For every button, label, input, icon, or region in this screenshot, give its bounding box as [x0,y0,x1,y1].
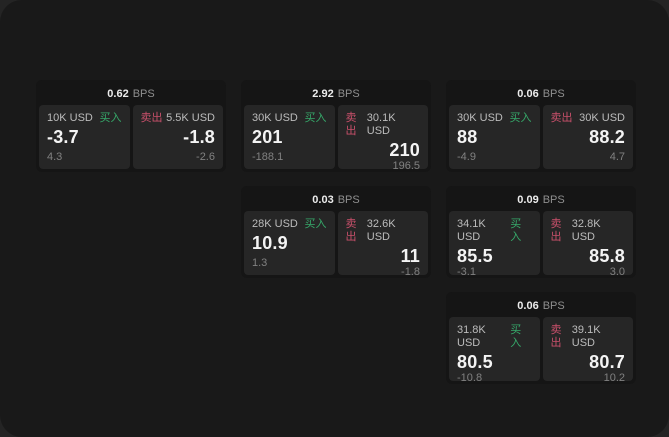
card-header: 2.92 BPS [244,83,428,105]
quote-card: 0.09 BPS 34.1K USD 买入 85.5 -3.1 卖出 32.8K… [446,186,636,278]
card-header: 0.06 BPS [449,83,633,105]
bps-unit-label: BPS [542,194,565,206]
bps-unit-label: BPS [542,88,565,100]
sell-panel[interactable]: 卖出 30.1K USD 210 196.5 [337,105,428,172]
buy-label: 买入 [509,112,532,124]
buy-panel[interactable]: 31.8K USD 买入 80.5 -10.8 [449,317,540,384]
sell-delta: 196.5 [392,160,420,172]
buy-label: 买入 [304,112,327,124]
buy-value: 10.9 [252,233,288,253]
sell-delta: -1.8 [401,266,420,278]
card-header: 0.62 BPS [39,83,223,105]
buy-value: -3.7 [47,127,79,147]
buy-size: 30K USD [252,112,298,124]
buy-delta: -188.1 [252,151,284,163]
sell-size: 5.5K USD [166,112,215,124]
buy-size: 28K USD [252,218,298,230]
sell-panel[interactable]: 卖出 30K USD 88.2 4.7 [542,105,633,169]
buy-delta: -10.8 [457,372,483,384]
sell-delta: 10.2 [603,372,625,384]
sell-panel[interactable]: 卖出 5.5K USD -1.8 -2.6 [132,105,223,169]
buy-label: 买入 [510,324,522,349]
sell-delta: 3.0 [609,266,625,278]
buy-delta: -4.9 [457,151,476,163]
bps-unit-label: BPS [542,300,565,312]
buy-size: 10K USD [47,112,93,124]
bps-value: 0.62 [107,88,129,100]
sell-panel[interactable]: 卖出 32.8K USD 85.8 3.0 [542,211,633,278]
bps-unit-label: BPS [132,88,155,100]
sell-size: 39.1K USD [571,324,601,349]
bps-unit-label: BPS [337,88,360,100]
sell-value: -1.8 [183,127,215,147]
sell-label: 卖出 [140,112,163,124]
sell-delta: -2.6 [196,151,215,163]
sell-label: 卖出 [345,112,357,137]
bps-value: 0.09 [517,194,539,206]
sell-value: 88.2 [589,127,625,147]
sell-size: 32.8K USD [571,218,601,243]
buy-panel[interactable]: 30K USD 买入 201 -188.1 [244,105,335,169]
buy-label: 买入 [510,218,522,243]
sell-panel[interactable]: 卖出 39.1K USD 80.7 10.2 [542,317,633,384]
buy-label: 买入 [304,218,327,230]
buy-panel[interactable]: 10K USD 买入 -3.7 4.3 [39,105,130,169]
sell-value: 210 [389,140,420,160]
bps-unit-label: BPS [337,194,360,206]
buy-value: 201 [252,127,283,147]
card-header: 0.06 BPS [449,295,633,317]
buy-value: 85.5 [457,246,493,266]
sell-label: 卖出 [345,218,357,243]
quote-card: 0.03 BPS 28K USD 买入 10.9 1.3 卖出 32.6K US… [241,186,431,278]
buy-value: 88 [457,127,478,147]
sell-value: 80.7 [589,352,625,372]
buy-size: 31.8K USD [457,324,486,349]
card-header: 0.09 BPS [449,189,633,211]
card-header: 0.03 BPS [244,189,428,211]
buy-size: 30K USD [457,112,503,124]
buy-panel[interactable]: 28K USD 买入 10.9 1.3 [244,211,335,275]
sell-label: 卖出 [550,324,562,349]
buy-size: 34.1K USD [457,218,486,243]
quote-card: 0.62 BPS 10K USD 买入 -3.7 4.3 卖出 5.5K USD… [36,80,226,172]
sell-panel[interactable]: 卖出 32.6K USD 11 -1.8 [337,211,428,278]
sell-size: 30K USD [579,112,625,124]
sell-size: 32.6K USD [366,218,396,243]
sell-label: 卖出 [550,112,573,124]
buy-panel[interactable]: 30K USD 买入 88 -4.9 [449,105,540,169]
bps-value: 0.06 [517,300,539,312]
buy-panel[interactable]: 34.1K USD 买入 85.5 -3.1 [449,211,540,278]
buy-delta: -3.1 [457,266,476,278]
sell-delta: 4.7 [609,151,625,163]
bps-value: 2.92 [312,88,334,100]
quote-card: 2.92 BPS 30K USD 买入 201 -188.1 卖出 30.1K … [241,80,431,172]
buy-delta: 4.3 [47,151,63,163]
bps-value: 0.03 [312,194,334,206]
quote-card: 0.06 BPS 31.8K USD 买入 80.5 -10.8 卖出 39.1… [446,292,636,384]
sell-value: 85.8 [589,246,625,266]
buy-delta: 1.3 [252,257,268,269]
buy-value: 80.5 [457,352,493,372]
sell-value: 11 [400,246,420,266]
sell-size: 30.1K USD [366,112,396,137]
buy-label: 买入 [99,112,122,124]
sell-label: 卖出 [550,218,562,243]
quote-card: 0.06 BPS 30K USD 买入 88 -4.9 卖出 30K USD 8… [446,80,636,172]
bps-value: 0.06 [517,88,539,100]
